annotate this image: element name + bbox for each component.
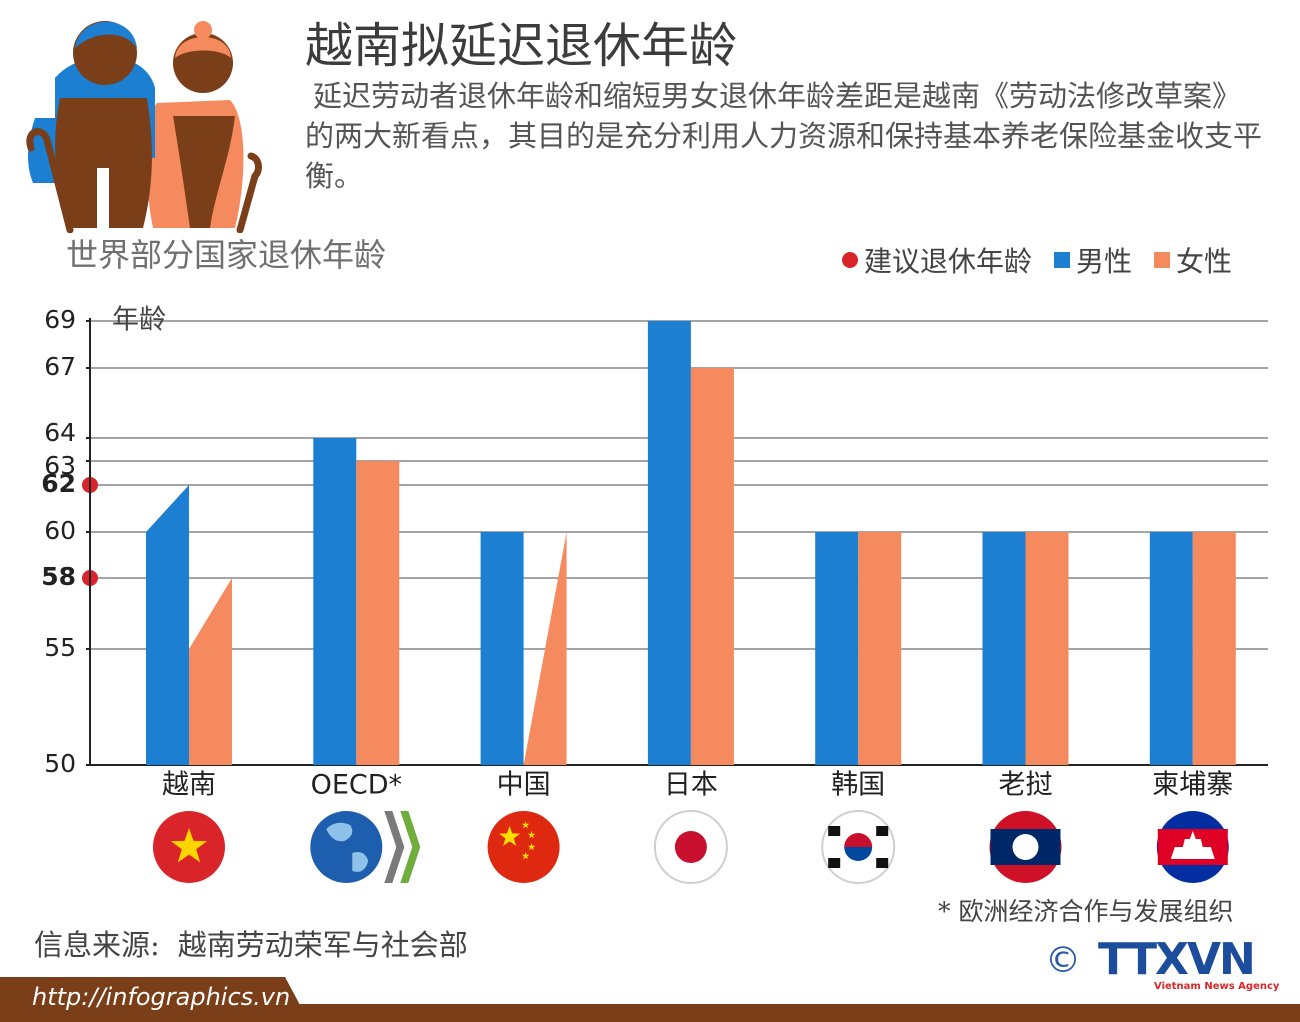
y-tick-label: 67 — [44, 352, 76, 381]
bar-male — [815, 532, 859, 765]
oecd-globe-icon — [310, 811, 421, 883]
bar-female — [356, 461, 400, 765]
cambodia-flag-icon — [1156, 811, 1229, 883]
chart-legend: 建议退休年龄 男性 女性 — [842, 240, 1232, 280]
bar-male-proposed — [146, 485, 189, 765]
bar-female — [1025, 532, 1069, 765]
vietnam-flag-icon — [153, 811, 225, 883]
laos-flag-icon — [989, 811, 1062, 883]
y-tick-label: 50 — [44, 749, 76, 778]
category-label: 日本 — [664, 770, 718, 801]
y-tick-label: 69 — [44, 305, 76, 334]
legend-label-female: 女性 — [1176, 245, 1233, 278]
y-axis-label: 年龄 — [112, 305, 166, 336]
bar-male — [313, 438, 357, 765]
page-title: 越南拟延迟退休年龄 — [305, 18, 738, 74]
china-flag-icon — [487, 811, 560, 883]
ttxvn-logo-text: TTXVN — [1098, 934, 1256, 985]
source-line: 信息来源: 越南劳动荣军与社会部 — [34, 922, 468, 964]
url-tab — [0, 977, 300, 1005]
bar-female — [1192, 532, 1236, 765]
chart-title: 世界部分国家退休年龄 — [66, 236, 387, 274]
category-label: 柬埔寨 — [1152, 770, 1233, 801]
footnote: * 欧洲经济合作与发展组织 — [938, 897, 1234, 926]
legend-dot-icon — [842, 252, 858, 268]
japan-flag-icon — [653, 810, 728, 884]
ttxvn-logo: TTXVN Vietnam News Agency — [1098, 934, 1279, 996]
bar-male — [1149, 532, 1193, 765]
bar-male — [480, 532, 524, 765]
copyright-icon: © — [1045, 940, 1081, 981]
bar-female-proposed — [189, 578, 232, 765]
y-tick-label: 55 — [44, 633, 76, 662]
legend-item-proposed: 建议退休年龄 — [842, 240, 1032, 280]
bar-female — [690, 368, 734, 765]
y-tick-label: 62 — [41, 469, 76, 498]
y-tick-label: 58 — [41, 562, 76, 591]
bar-male — [647, 321, 691, 765]
korea-flag-icon — [821, 810, 896, 884]
elderly-couple-illustration — [26, 21, 262, 233]
legend-item-male: 男性 — [1054, 240, 1132, 280]
intro-text: 延迟劳动者退休年龄和缩短男女退休年龄差距是越南《劳动法修改草案》的两大新看点，其… — [305, 79, 1263, 193]
category-label: 老挝 — [999, 770, 1053, 801]
legend-label-proposed: 建议退休年龄 — [864, 245, 1033, 278]
legend-square-icon — [1054, 252, 1071, 268]
y-tick-label: 64 — [44, 418, 76, 447]
bar-female-proposed — [523, 532, 567, 765]
y-tick-label: 63 — [44, 451, 76, 480]
source-value: 越南劳动荣军与社会部 — [177, 928, 468, 962]
legend-item-female: 女性 — [1154, 240, 1232, 280]
category-label: 中国 — [497, 770, 551, 801]
website-url[interactable]: http://infographics.vn — [32, 983, 291, 1011]
bar-female — [858, 532, 902, 765]
category-label: OECD* — [311, 770, 402, 801]
source-label: 信息来源: — [34, 928, 160, 962]
ttxvn-logo-subtitle: Vietnam News Agency — [1154, 981, 1280, 992]
bar-male — [982, 532, 1026, 765]
footer-band — [0, 1004, 1300, 1022]
category-label: 越南 — [162, 770, 216, 801]
legend-square-icon — [1154, 252, 1171, 268]
category-label: 韩国 — [831, 770, 885, 801]
y-tick-label: 60 — [44, 516, 76, 545]
legend-label-male: 男性 — [1076, 245, 1133, 278]
